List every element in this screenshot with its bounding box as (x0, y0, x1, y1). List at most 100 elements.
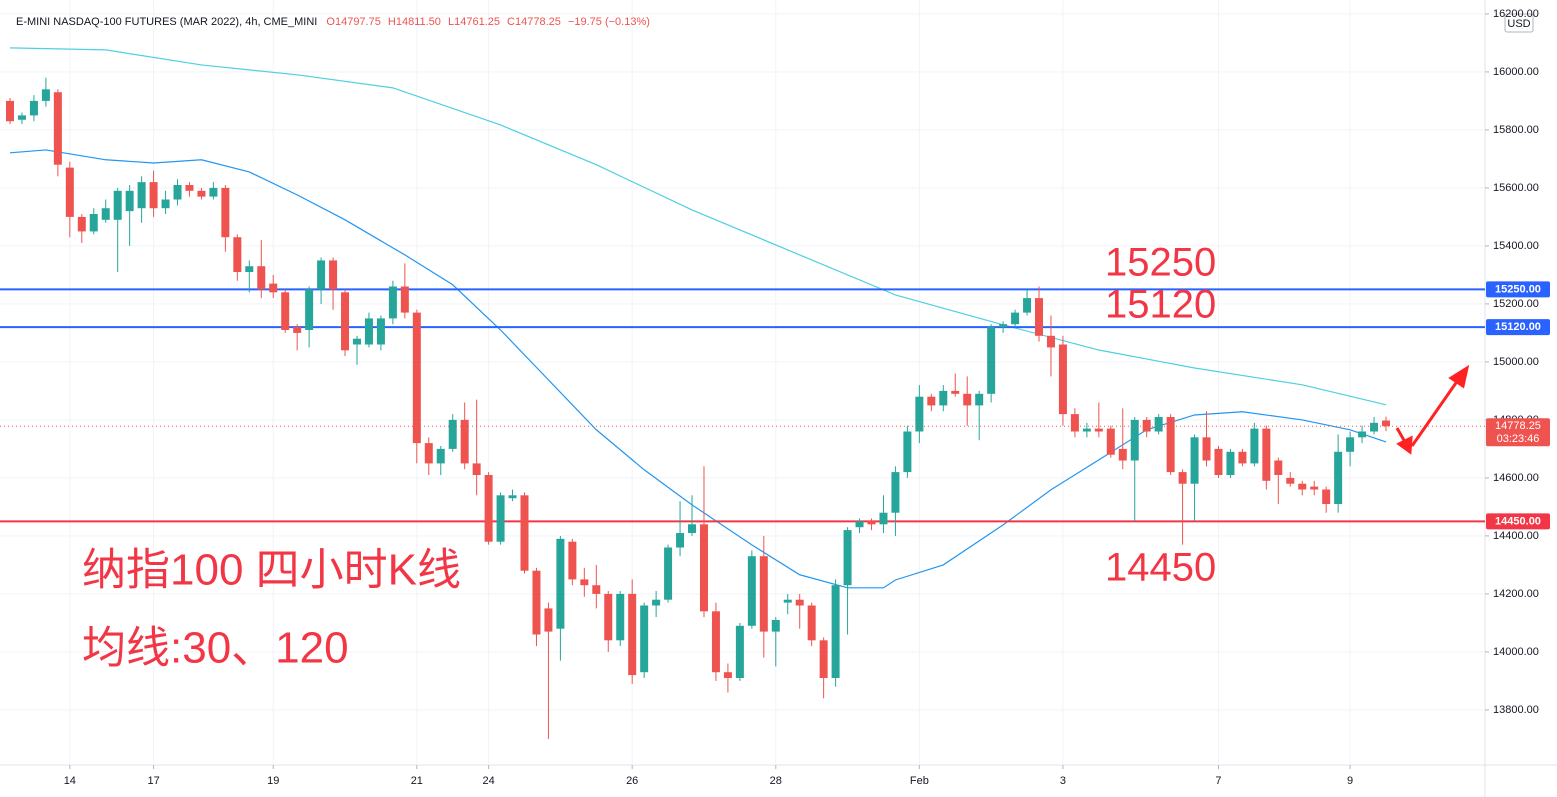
candle-body (1274, 460, 1283, 476)
candle-body (1166, 417, 1175, 473)
candle-body (281, 292, 290, 331)
candle-body (29, 100, 38, 116)
candle-body (6, 100, 14, 122)
candle-body (999, 324, 1008, 328)
candle-body (927, 396, 936, 406)
candle-body (233, 237, 242, 273)
candle-body (329, 260, 338, 290)
candle-body (628, 593, 637, 676)
candle-body (652, 599, 661, 606)
candle-body (939, 390, 948, 406)
y-tick-label: 14600.00 (1493, 472, 1539, 484)
level-price-box (1486, 513, 1550, 530)
candle-body (1226, 451, 1235, 476)
candle-body (1058, 344, 1067, 415)
y-tick-label: 15400.00 (1493, 240, 1539, 252)
candle-body (77, 216, 86, 232)
candle-body (460, 419, 469, 464)
candle-body (125, 190, 134, 212)
candle-body (388, 286, 397, 319)
candle-body (1154, 417, 1163, 432)
x-tick-label: 28 (770, 775, 782, 787)
candle-body (293, 327, 302, 333)
current-price-box (1486, 418, 1550, 447)
level-price-box (1486, 319, 1550, 336)
candle-body (1082, 428, 1091, 432)
candle-body (640, 605, 649, 673)
arrow-head (1448, 364, 1470, 389)
candle-body (532, 570, 541, 635)
y-tick-label: 15000.00 (1493, 356, 1539, 368)
candle-body (1202, 437, 1211, 461)
candle-body (185, 185, 194, 191)
candle-body (975, 393, 984, 406)
y-tick-label: 13800.00 (1493, 704, 1539, 716)
arrows (1395, 364, 1470, 455)
candle-body (1346, 437, 1355, 452)
candle-body (317, 260, 326, 290)
candle-body (1286, 477, 1295, 484)
candle-body (951, 390, 960, 394)
x-tick-label: 17 (147, 775, 159, 787)
level-price-box (1486, 281, 1550, 298)
currency: USD (1507, 18, 1530, 30)
candle-body (1370, 422, 1379, 432)
ohlc-close: C14778.25 (507, 16, 561, 28)
candle-body (197, 190, 206, 197)
ohlc-high: H14811.50 (387, 16, 441, 28)
x-tick-label: 19 (267, 775, 279, 787)
candle-body (245, 266, 254, 273)
candle-body (879, 512, 888, 525)
candle-body (891, 472, 900, 513)
candle-body (436, 448, 445, 464)
candle-body (1250, 428, 1259, 464)
candle-body (1118, 448, 1127, 461)
x-tick-label: Feb (910, 775, 929, 787)
candle-body (699, 524, 708, 612)
candle-body (305, 289, 314, 331)
candle-body (65, 167, 74, 217)
moving-average-120 (9, 47, 1387, 406)
candle-body (257, 266, 266, 290)
x-tick-label: 3 (1060, 775, 1066, 787)
candle-body (1023, 298, 1032, 313)
ohlc-low: L14761.25 (447, 16, 500, 28)
candle-body (1106, 428, 1115, 455)
x-tick-label: 24 (482, 775, 494, 787)
candle-body (556, 538, 565, 629)
candle-body (1214, 448, 1223, 476)
candle-body (1382, 420, 1390, 427)
candle-body (17, 115, 26, 120)
candle-body (173, 185, 182, 200)
candle-body (1011, 312, 1020, 325)
candle-body (592, 585, 601, 594)
currency-box (1504, 13, 1534, 33)
y-tick-label: 16200.00 (1493, 8, 1539, 20)
candle-body (1298, 483, 1307, 490)
candle-body (400, 286, 409, 313)
x-tick-label: 26 (626, 775, 638, 787)
y-tick-label: 14000.00 (1493, 646, 1539, 658)
candle-body (269, 283, 278, 293)
candle-body (149, 182, 158, 209)
candle-body (1358, 431, 1367, 438)
candle-body (676, 533, 685, 548)
annotation: 14450 (1105, 546, 1216, 590)
candle-body (987, 327, 996, 394)
candle-body (448, 419, 457, 449)
candle-body (963, 393, 972, 406)
candle-body (819, 640, 828, 679)
y-tick-label: 14200.00 (1493, 588, 1539, 600)
ohlc-change: −19.75 (−0.13%) (567, 16, 650, 28)
chart-header: E-MINI NASDAQ-100 FUTURES (MAR 2022), 4h… (16, 16, 654, 28)
candle-body (711, 611, 720, 673)
annotation: 均线:30、120 (82, 624, 349, 673)
candle-body (496, 495, 505, 542)
candle-body (604, 593, 613, 641)
y-tick-label: 15600.00 (1493, 182, 1539, 194)
x-tick-label: 21 (411, 775, 423, 787)
candle-body (723, 672, 732, 679)
candle-body (867, 521, 876, 525)
